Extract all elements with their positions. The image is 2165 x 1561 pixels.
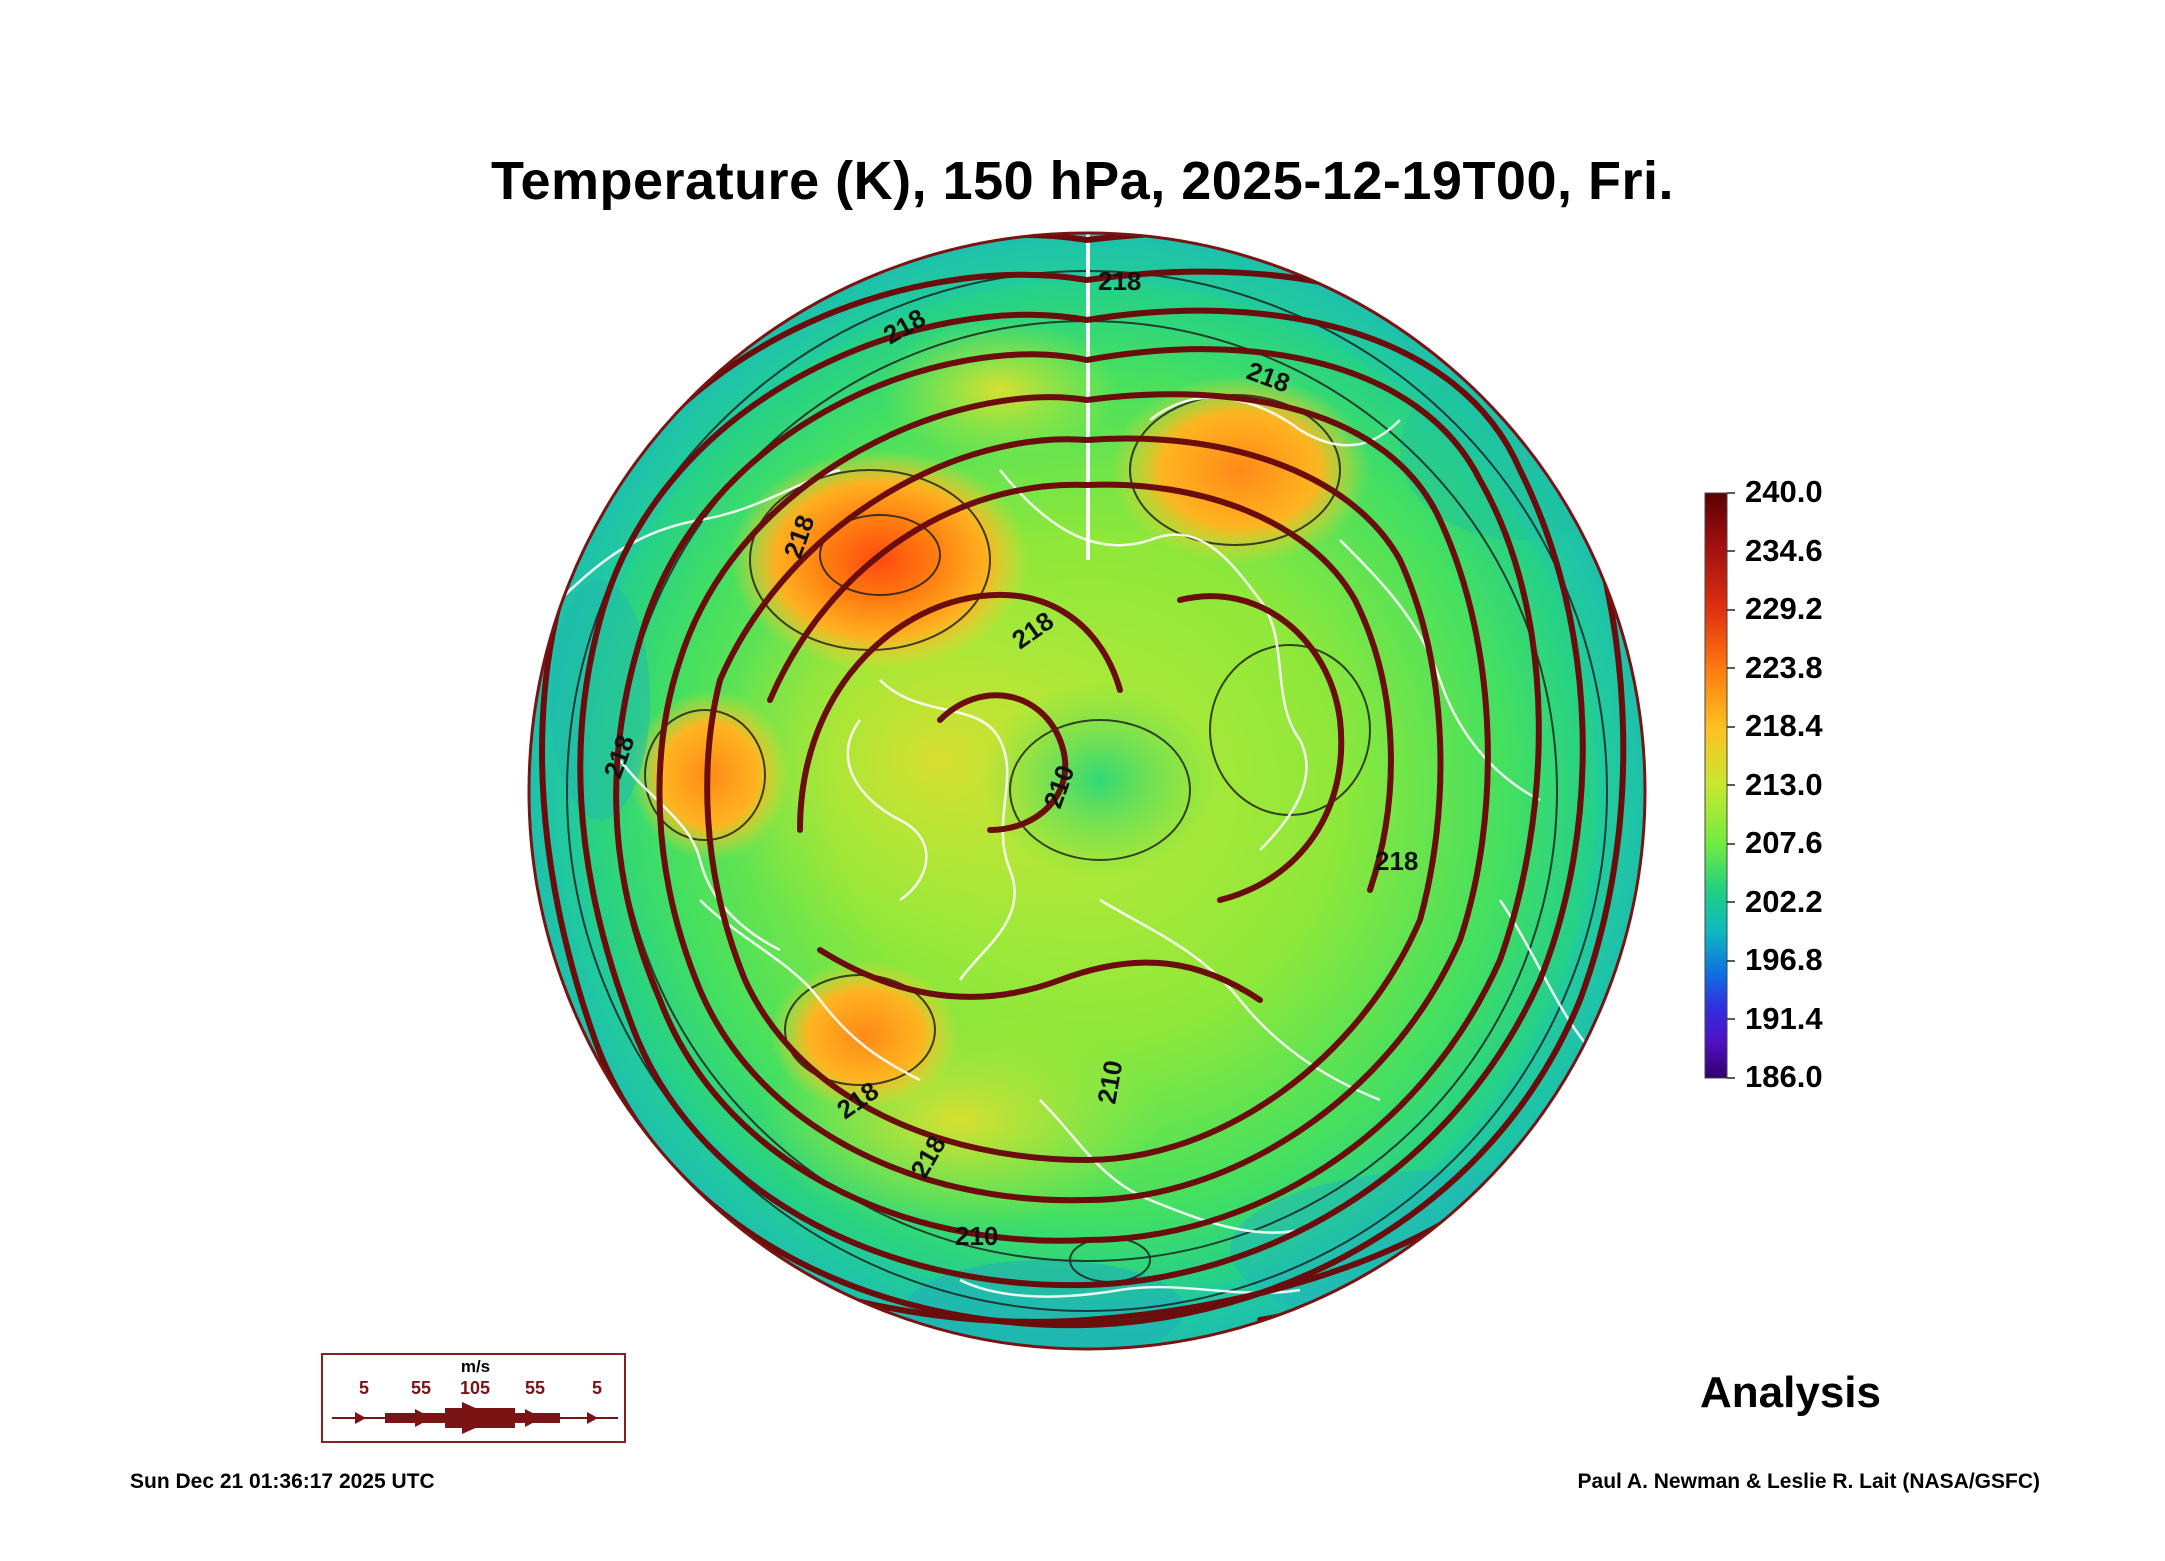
contour-label: 210 — [1091, 1058, 1128, 1106]
wind-legend-value: 55 — [524, 1378, 546, 1398]
colorbar-label: 213.0 — [1745, 767, 1823, 802]
colorbar — [1704, 492, 1728, 1079]
credit-line: Paul A. Newman & Leslie R. Lait (NASA/GS… — [1577, 1470, 2040, 1493]
generation-timestamp: Sun Dec 21 01:36:17 2025 UTC — [130, 1470, 435, 1493]
wind-legend-value: 105 — [459, 1378, 491, 1398]
analysis-label: Analysis — [1700, 1368, 1881, 1417]
colorbar-ticks — [1727, 492, 1735, 1079]
wind-legend-value: 5 — [591, 1378, 603, 1398]
colorbar-label: 186.0 — [1745, 1059, 1823, 1094]
wind-speed-legend-arrow — [332, 1402, 618, 1434]
colorbar-label: 196.8 — [1745, 942, 1823, 977]
coastlines — [559, 396, 1601, 1298]
wind-legend-value: 55 — [410, 1378, 432, 1398]
wind-speed-legend: m/s 5 55 105 55 5 — [321, 1353, 626, 1443]
wind-legend-value: 5 — [358, 1378, 370, 1398]
colorbar-label: 223.8 — [1745, 650, 1823, 685]
colorbar-label: 240.0 — [1745, 474, 1823, 509]
colorbar-label: 229.2 — [1745, 591, 1823, 626]
contour-label: 218 — [1098, 266, 1141, 296]
colorbar-label: 207.6 — [1745, 825, 1823, 860]
colorbar-label: 234.6 — [1745, 533, 1823, 568]
colorbar-label: 202.2 — [1745, 884, 1823, 919]
globe-outline — [527, 231, 1647, 1351]
colorbar-label: 218.4 — [1745, 708, 1823, 743]
wind-legend-unit: m/s — [460, 1357, 491, 1376]
map-title: Temperature (K), 150 hPa, 2025-12-19T00,… — [491, 151, 1674, 211]
contour-label: 210 — [955, 1221, 998, 1251]
contour-label: 218 — [1375, 846, 1418, 876]
colorbar-label: 191.4 — [1745, 1001, 1823, 1036]
